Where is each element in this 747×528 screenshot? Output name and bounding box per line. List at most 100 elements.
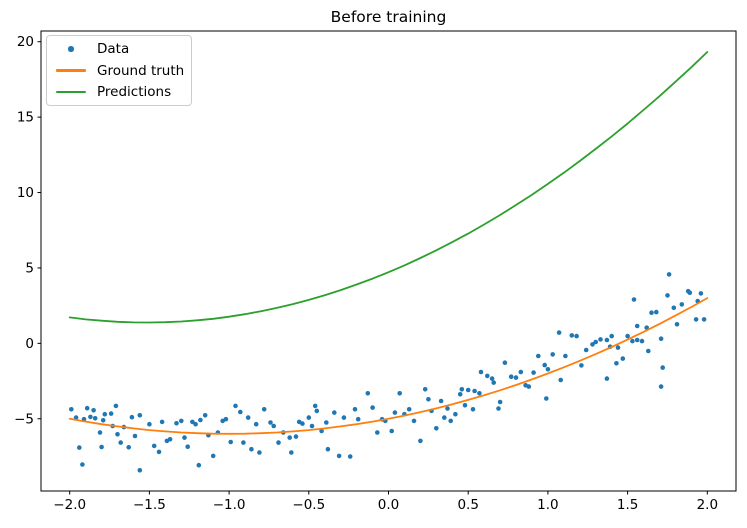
data-point: [671, 305, 677, 311]
data-point: [196, 462, 202, 468]
data-point: [545, 367, 551, 372]
data-point: [276, 440, 281, 445]
data-point: [609, 333, 614, 339]
data-point: [223, 416, 229, 422]
legend-entry-ground-truth: Ground truth: [51, 60, 187, 82]
data-point: [332, 410, 337, 415]
line-swatch-icon: [51, 69, 91, 72]
x-tick-label: 2.0: [697, 497, 718, 513]
data-point: [646, 348, 651, 354]
x-tick-label: 0.5: [457, 497, 478, 513]
data-point: [649, 310, 654, 316]
data-point: [389, 428, 395, 434]
data-point: [477, 391, 482, 396]
data-point: [411, 418, 417, 424]
legend-label-data: Data: [97, 41, 130, 57]
data-point: [658, 384, 664, 389]
data-point: [634, 323, 640, 329]
ground-truth-curve: [68, 297, 709, 435]
data-point: [352, 407, 358, 412]
ground-truth-line-swatch: [56, 69, 86, 72]
data-point: [497, 399, 503, 405]
data-point: [108, 411, 114, 416]
data-point: [630, 338, 635, 344]
data-point: [470, 407, 476, 412]
data-point: [542, 362, 547, 368]
data-point: [300, 421, 305, 426]
data-point: [375, 430, 380, 435]
data-point: [324, 420, 329, 425]
data-point: [693, 317, 699, 322]
data-point: [620, 356, 626, 361]
data-point: [639, 338, 645, 344]
data-point: [151, 443, 157, 449]
legend-label-ground-truth: Ground truth: [97, 62, 185, 79]
data-point: [289, 450, 294, 455]
data-point: [593, 339, 598, 345]
data-point: [202, 413, 208, 418]
data-point: [698, 291, 704, 296]
data-point: [422, 387, 428, 392]
data-point: [137, 413, 143, 418]
data-point: [465, 387, 471, 393]
data-point: [73, 415, 79, 420]
data-point: [341, 415, 347, 420]
data-point: [241, 440, 246, 445]
data-point: [77, 445, 82, 450]
data-point: [193, 421, 198, 427]
predictions-curve: [68, 51, 709, 324]
legend: Data Ground truth Predictions: [46, 35, 192, 106]
data-point: [102, 411, 108, 417]
data-point: [185, 444, 190, 450]
x-tick-label: 1.0: [537, 497, 558, 513]
data-point: [518, 369, 524, 375]
data-point: [563, 353, 568, 359]
legend-label-predictions: Predictions: [97, 84, 172, 100]
scatter-marker-icon: [51, 46, 91, 52]
data-point: [84, 405, 90, 411]
x-tick-label: −0.5: [292, 497, 325, 513]
data-point: [496, 406, 501, 411]
data-point: [99, 444, 104, 450]
data-point: [604, 337, 610, 343]
data-point: [118, 440, 123, 445]
data-point: [314, 408, 320, 414]
data-point: [438, 398, 444, 404]
data-point: [558, 377, 563, 383]
data-point: [665, 293, 670, 298]
data-point: [137, 468, 143, 473]
data-point: [92, 416, 98, 421]
data-point: [556, 330, 562, 335]
data-point: [590, 342, 595, 347]
data-point: [442, 415, 447, 420]
data-point: [167, 437, 173, 442]
data-point: [355, 416, 361, 422]
chart-title: Before training: [330, 8, 447, 26]
y-tick-label: 0: [25, 336, 34, 352]
data-point: [261, 407, 267, 412]
data-point: [182, 435, 187, 440]
data-point: [325, 446, 331, 452]
y-tick-label: 5: [25, 260, 34, 276]
data-point: [569, 333, 575, 338]
data-point: [132, 433, 138, 439]
data-point: [245, 415, 251, 420]
data-point: [513, 375, 519, 380]
data-point: [156, 449, 162, 455]
data-point: [397, 391, 403, 396]
data-point: [347, 454, 353, 459]
data-point: [536, 353, 541, 359]
data-point: [445, 406, 450, 411]
data-point: [257, 450, 262, 455]
data-point: [174, 421, 179, 426]
data-point: [614, 361, 619, 366]
data-point: [457, 392, 463, 397]
data-point: [550, 352, 555, 357]
data-point: [660, 365, 665, 370]
data-point: [674, 322, 680, 327]
data-point: [179, 418, 184, 424]
data-point: [287, 435, 293, 440]
data-point: [448, 418, 454, 424]
data-point: [80, 462, 85, 467]
